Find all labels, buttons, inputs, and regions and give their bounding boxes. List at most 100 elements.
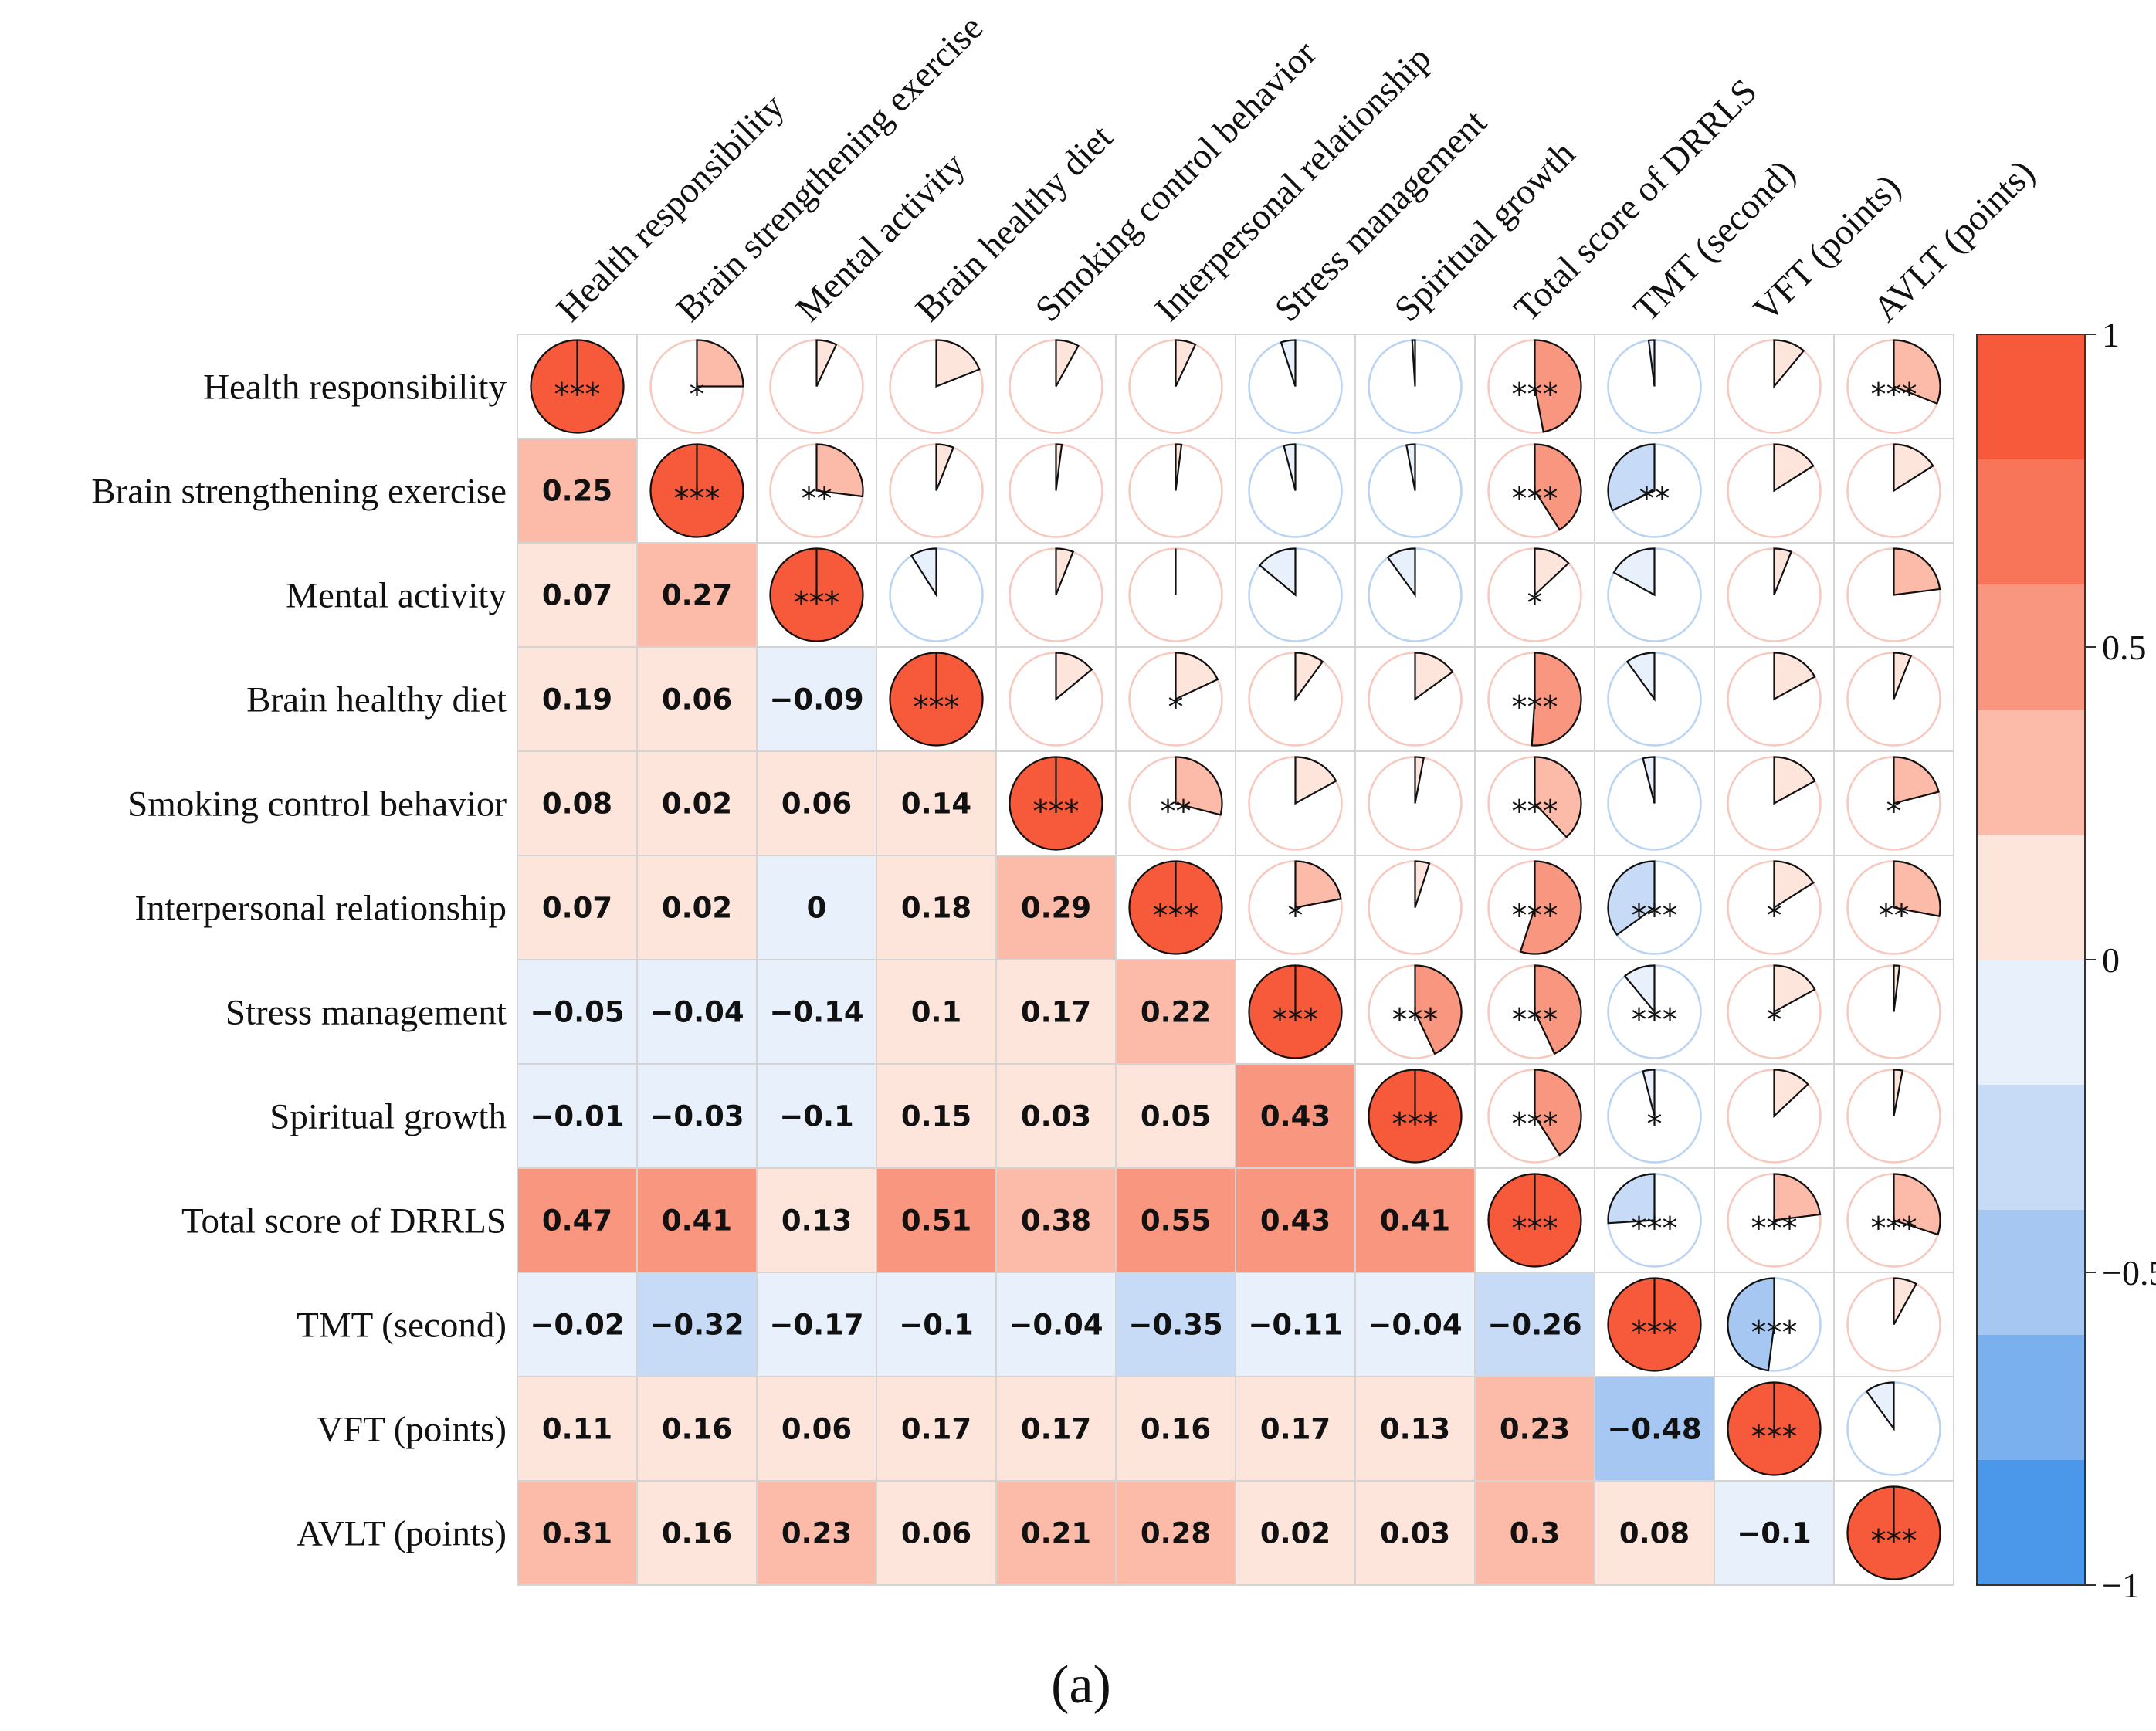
coef-label-6-2: −0.14: [769, 996, 863, 1029]
colorbar-bin-1: [1977, 459, 2085, 585]
coef-label-1-0: 0.25: [542, 475, 612, 508]
pie-slice-10-11: [1865, 1381, 1895, 1431]
significance-9-9: ***: [1632, 1316, 1678, 1351]
coef-label-11-2: 0.23: [781, 1517, 852, 1550]
coef-label-9-2: −0.17: [769, 1309, 863, 1342]
coef-label-4-2: 0.06: [781, 788, 852, 821]
cell-7-1: [637, 1064, 757, 1168]
coef-label-5-0: 0.07: [542, 892, 612, 925]
pie-slice-5-11: [1893, 860, 1941, 918]
coef-label-11-6: 0.02: [1260, 1517, 1331, 1550]
significance-11-11: ***: [1871, 1524, 1917, 1560]
cell-9-3: [876, 1272, 996, 1377]
cell-10-2: [757, 1377, 876, 1481]
cell-7-4: [996, 1064, 1116, 1168]
cell-3-2: [757, 647, 876, 751]
row-label-9: TMT (second): [297, 1306, 507, 1346]
cell-9-0: [517, 1272, 637, 1377]
pie-slice-3-4: [1055, 652, 1093, 701]
cell-11-3: [876, 1481, 996, 1585]
pie-slice-3-11: [1893, 652, 1913, 700]
pie-slice-0-1: [696, 339, 744, 388]
figure-caption: (a): [1051, 1655, 1111, 1715]
cell-8-4: [996, 1168, 1116, 1272]
significance-5-11: **: [1879, 899, 1910, 934]
coef-label-11-9: 0.08: [1619, 1517, 1690, 1550]
coef-label-7-6: 0.43: [1260, 1100, 1331, 1133]
coef-label-11-3: 0.06: [901, 1517, 971, 1550]
cell-10-7: [1355, 1377, 1475, 1481]
colorbar-bin-2: [1977, 584, 2085, 710]
coef-label-10-7: 0.13: [1380, 1413, 1450, 1446]
cell-11-1: [637, 1481, 757, 1585]
coef-label-8-1: 0.41: [662, 1204, 732, 1238]
pie-slice-9-10: [1727, 1277, 1775, 1372]
colorbar-bin-3: [1977, 710, 2085, 835]
coef-label-8-7: 0.41: [1380, 1204, 1450, 1238]
pie-slice-1-2: [815, 443, 864, 498]
pie-slice-1-8: [1534, 443, 1582, 531]
cell-2-0: [517, 543, 637, 647]
cell-10-9: [1595, 1377, 1714, 1481]
significance-1-1: ***: [674, 482, 720, 517]
row-label-8: Total score of DRRLS: [181, 1201, 507, 1242]
pie-slice-3-5: [1175, 652, 1219, 701]
pie-slice-4-6: [1294, 756, 1337, 805]
pie-slice-8-9: [1607, 1173, 1656, 1225]
coef-label-10-4: 0.17: [1021, 1413, 1091, 1446]
significance-8-10: ***: [1751, 1211, 1798, 1247]
coef-label-11-5: 0.28: [1141, 1517, 1211, 1550]
pie-slice-0-4: [1055, 339, 1080, 388]
cell-10-3: [876, 1377, 996, 1481]
coef-label-6-1: −0.04: [649, 996, 744, 1029]
significance-5-9: ***: [1632, 899, 1678, 934]
cell-2-1: [637, 543, 757, 647]
pie-slice-3-10: [1773, 652, 1816, 701]
cell-5-2: [757, 855, 876, 960]
coef-label-6-5: 0.22: [1141, 996, 1211, 1029]
coef-label-9-4: −0.04: [1009, 1309, 1103, 1342]
significance-7-9: *: [1647, 1107, 1663, 1143]
pie-slice-2-9: [1612, 547, 1656, 597]
cell-11-6: [1236, 1481, 1355, 1585]
coef-label-11-10: −0.1: [1737, 1517, 1812, 1550]
cell-5-0: [517, 855, 637, 960]
cell-8-5: [1116, 1168, 1236, 1272]
coef-label-11-8: 0.3: [1510, 1517, 1561, 1550]
pie-slice-6-8: [1534, 964, 1582, 1055]
coef-label-8-6: 0.43: [1260, 1204, 1331, 1238]
pie-slice-2-4: [1055, 547, 1075, 595]
cell-11-2: [757, 1481, 876, 1585]
cell-10-0: [517, 1377, 637, 1481]
pie-slice-2-3: [910, 547, 937, 598]
coef-label-9-6: −0.11: [1248, 1309, 1342, 1342]
pie-slice-1-9: [1607, 443, 1656, 512]
significance-3-8: ***: [1512, 690, 1558, 726]
cell-10-8: [1475, 1377, 1595, 1481]
coef-label-8-5: 0.55: [1141, 1204, 1211, 1238]
significance-2-2: ***: [794, 586, 840, 622]
pie-slice-8-10: [1773, 1173, 1822, 1221]
pie-slice-6-10: [1773, 964, 1816, 1014]
colorbar-bin-7: [1977, 1210, 2085, 1336]
coef-label-5-1: 0.02: [662, 892, 732, 925]
pie-slice-2-8: [1534, 547, 1570, 598]
pie-slice-4-5: [1175, 756, 1223, 816]
significance-6-8: ***: [1512, 1003, 1558, 1038]
coef-label-11-4: 0.21: [1021, 1517, 1091, 1550]
cell-9-7: [1355, 1272, 1475, 1377]
pie-slice-2-10: [1773, 547, 1793, 595]
pie-slice-3-7: [1414, 652, 1454, 701]
pie-slice-3-8: [1531, 652, 1582, 747]
row-label-5: Interpersonal relationship: [134, 889, 507, 929]
matrix-grid: [517, 334, 1954, 1586]
significance-1-2: **: [802, 482, 832, 517]
cell-10-1: [637, 1377, 757, 1481]
row-label-2: Mental activity: [286, 576, 507, 616]
significance-6-6: ***: [1273, 1003, 1319, 1038]
pie-slice-3-9: [1625, 652, 1656, 702]
pie-slice-1-6: [1283, 443, 1297, 491]
significance-2-8: *: [1527, 586, 1543, 622]
pie-slice-1-4: [1055, 443, 1063, 491]
